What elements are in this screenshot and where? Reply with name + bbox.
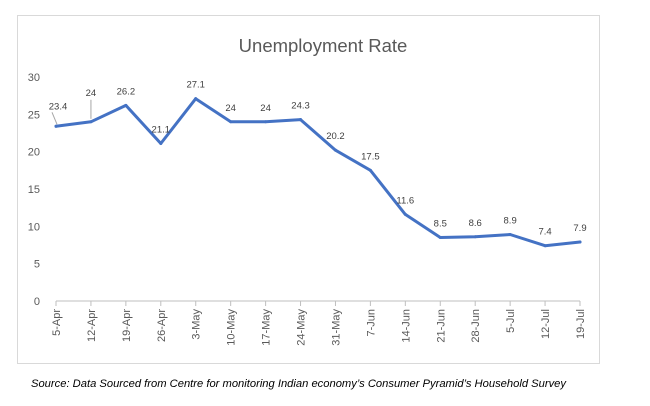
data-point <box>333 148 337 152</box>
data-label: 24.3 <box>291 101 310 112</box>
x-tick-label: 24-May <box>296 309 308 346</box>
x-tick-label: 19-Jul <box>575 309 587 339</box>
data-point <box>438 236 442 240</box>
data-label: 7.4 <box>538 227 551 238</box>
data-label: 8.6 <box>469 218 482 229</box>
x-tick-label: 28-Jun <box>470 309 482 343</box>
x-tick-label: 5-Jul <box>505 309 517 333</box>
data-point <box>473 235 477 239</box>
chart-title: Unemployment Rate <box>239 35 408 56</box>
data-label: 27.1 <box>186 80 205 91</box>
y-tick-label: 20 <box>28 147 40 159</box>
x-tick-label: 19-Apr <box>121 309 133 342</box>
x-tick-label: 10-May <box>226 309 238 346</box>
data-label: 24 <box>260 103 271 114</box>
data-point <box>368 168 372 172</box>
leader-line <box>51 112 58 125</box>
x-tick-label: 12-Apr <box>86 309 98 342</box>
x-axis <box>55 300 581 306</box>
y-tick-label: 5 <box>34 259 40 271</box>
x-tick-label: 21-Jun <box>435 309 447 343</box>
data-point <box>264 120 268 124</box>
data-point <box>54 124 58 128</box>
data-label: 7.9 <box>573 223 586 234</box>
data-label: 17.5 <box>361 151 380 162</box>
data-label: 24 <box>86 88 97 99</box>
data-point <box>229 120 233 124</box>
x-tick-label: 7-Jun <box>365 309 377 337</box>
data-point <box>508 233 512 237</box>
data-point <box>124 103 128 107</box>
data-label: 23.4 <box>49 101 68 112</box>
data-label: 8.9 <box>504 216 517 227</box>
data-point <box>299 118 303 122</box>
data-label: 11.6 <box>396 195 414 206</box>
source-note: Source: Data Sourced from Centre for mon… <box>31 378 566 390</box>
data-point <box>543 244 547 248</box>
data-label: 21.1 <box>152 124 171 135</box>
x-tick-label: 17-May <box>261 309 273 346</box>
data-point <box>194 97 198 101</box>
data-point <box>403 212 407 216</box>
chart-area: Unemployment Rate 0 5 10 15 20 25 30 5-Apr 12-A… <box>17 15 600 364</box>
x-tick-label: 5-Apr <box>51 309 63 336</box>
data-label: 20.2 <box>326 131 345 142</box>
series-layer <box>54 97 582 248</box>
x-tick-label: 26-Apr <box>156 309 168 342</box>
x-tick-label: 14-Jun <box>400 309 412 343</box>
data-labels: 23.4 24 26.2 21.1 27.1 24 24 24.3 20.2 17.5 11.6 8.… <box>49 80 587 238</box>
y-tick-label: 10 <box>28 221 40 233</box>
x-tick-label: 31-May <box>330 309 342 346</box>
y-tick-label: 15 <box>28 184 40 196</box>
x-axis-labels: 5-Apr 12-Apr 19-Apr 26-Apr 3-May 10-May 17-May… <box>51 309 587 346</box>
data-label: 8.5 <box>434 219 447 230</box>
data-point <box>159 141 163 145</box>
x-tick-label: 3-May <box>191 309 203 340</box>
y-axis-labels: 0 5 10 15 20 25 30 <box>28 72 40 308</box>
data-point <box>578 240 582 244</box>
y-tick-label: 30 <box>28 72 40 84</box>
data-point <box>89 120 93 124</box>
series-line <box>54 97 582 248</box>
x-tick-label: 12-Jul <box>540 309 552 339</box>
y-tick-label: 0 <box>34 296 40 308</box>
y-tick-label: 25 <box>28 109 40 121</box>
line-chart: Unemployment Rate 0 5 10 15 20 25 30 5-Apr 12-A… <box>28 35 587 346</box>
data-label: 26.2 <box>117 86 136 97</box>
data-label: 24 <box>225 103 236 114</box>
